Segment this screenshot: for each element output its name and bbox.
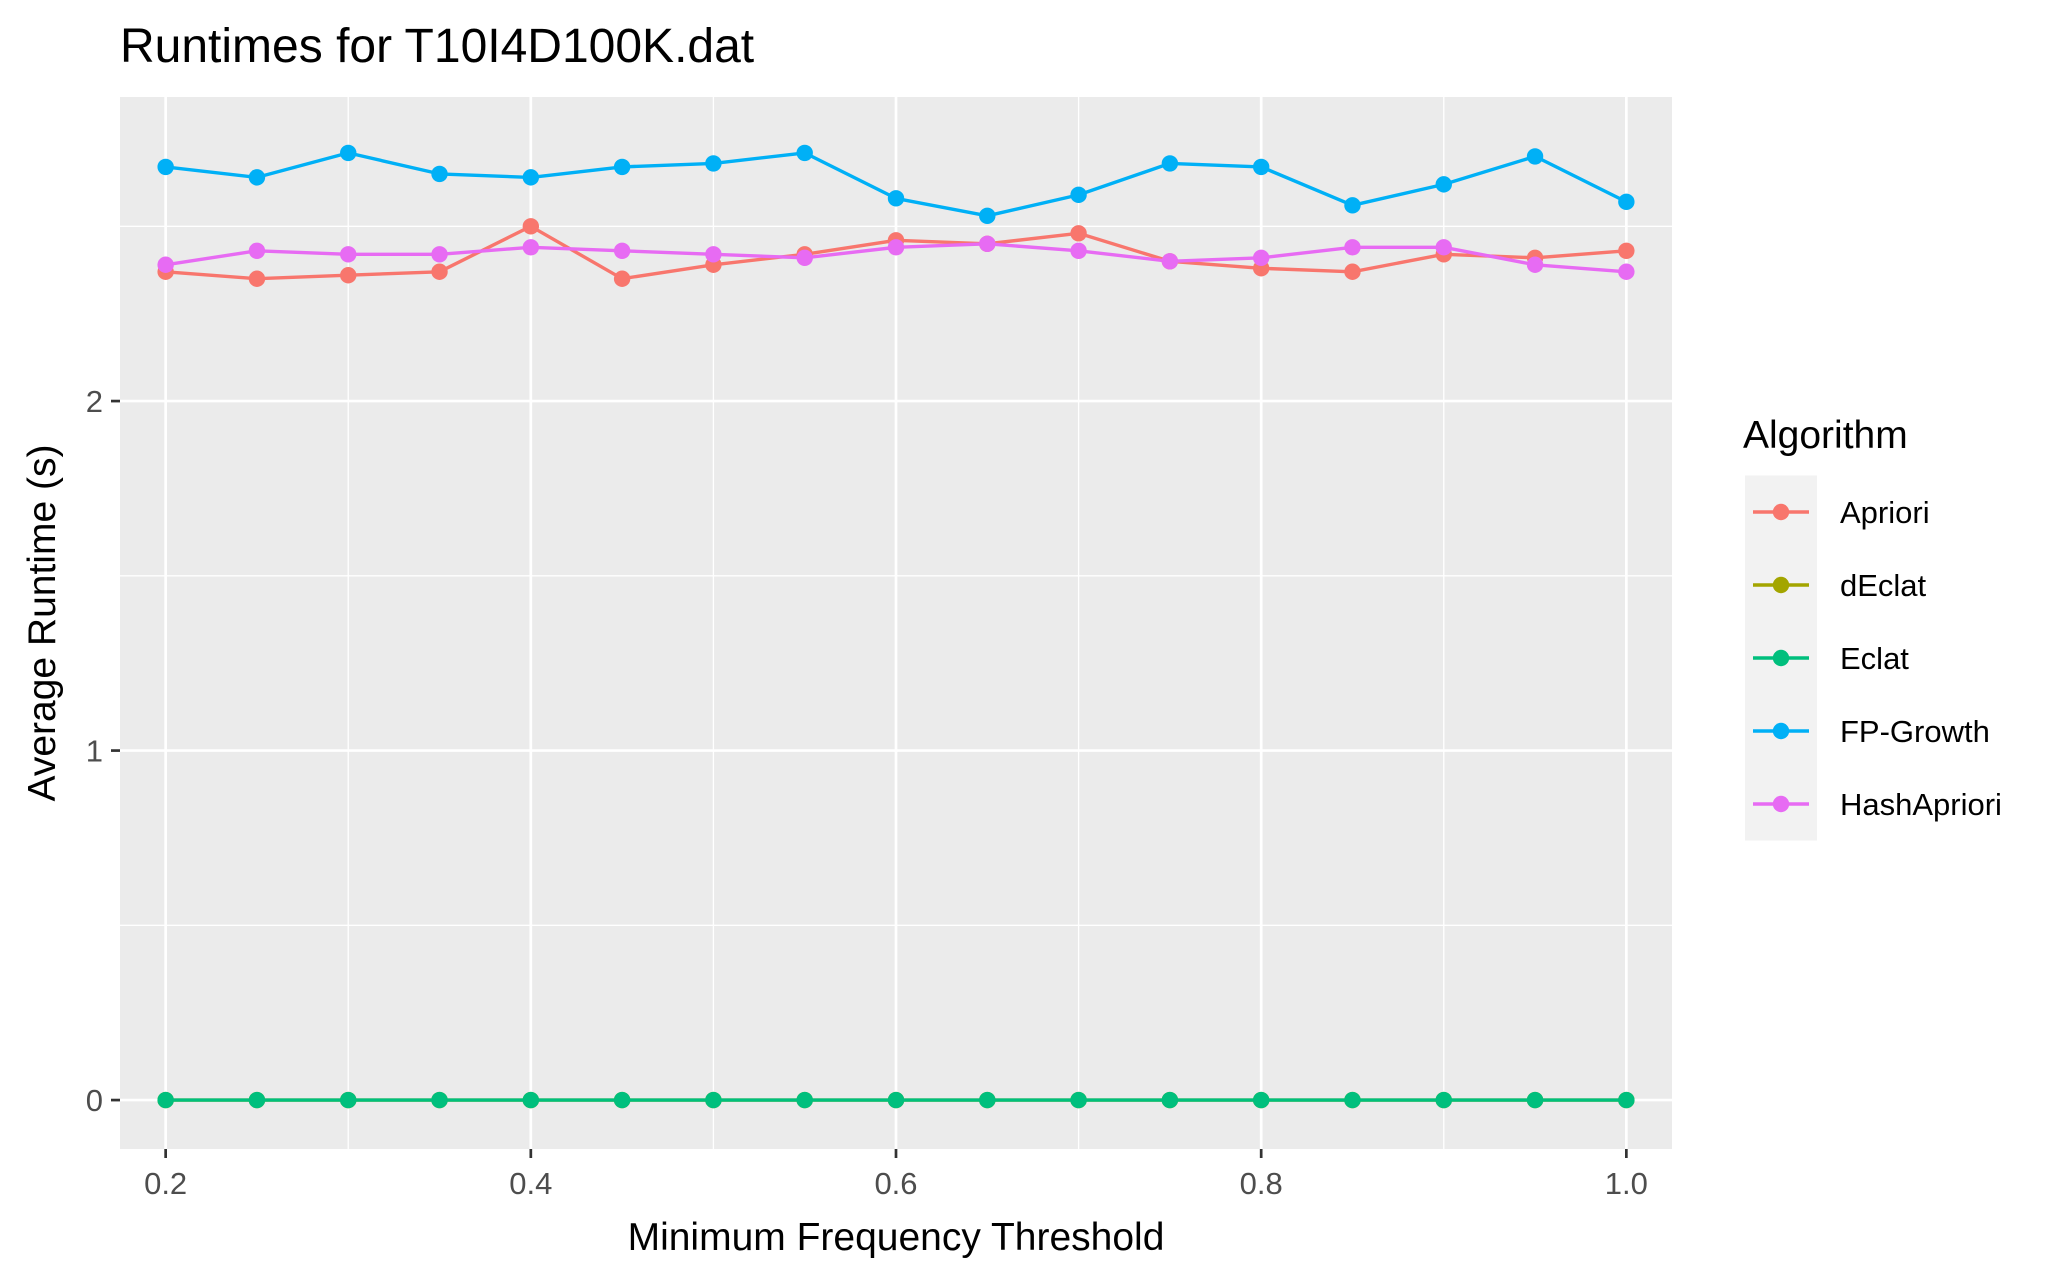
series-fp-growth <box>157 144 1635 225</box>
data-point-eclat <box>1161 1091 1179 1109</box>
y-tick-label: 0 <box>86 1083 103 1118</box>
data-point-hashapriori <box>431 246 448 263</box>
data-point-fp-growth <box>1344 197 1361 214</box>
data-point-eclat <box>887 1091 905 1109</box>
data-point-eclat <box>613 1091 631 1109</box>
data-point-hashapriori <box>157 256 174 273</box>
data-point-fp-growth <box>1252 158 1270 176</box>
data-point-fp-growth <box>979 207 996 225</box>
legend-title: Algorithm <box>1743 414 1908 457</box>
data-point-eclat <box>1252 1091 1270 1109</box>
data-point-eclat <box>340 1091 357 1109</box>
data-point-fp-growth <box>431 165 448 183</box>
data-point-apriori <box>431 263 448 280</box>
x-axis-title: Minimum Frequency Threshold <box>628 1216 1165 1259</box>
series-hashapriori <box>157 235 1635 280</box>
data-point-fp-growth <box>1161 155 1179 172</box>
x-tick-label: 0.2 <box>144 1166 187 1201</box>
legend-key-point <box>1772 576 1790 594</box>
legend-key-point <box>1772 795 1790 813</box>
legend-item-eclat: Eclat <box>1745 621 1909 695</box>
x-tick-label: 0.6 <box>874 1166 917 1201</box>
data-point-fp-growth <box>157 158 174 176</box>
x-tick-label: 0.4 <box>509 1166 552 1201</box>
data-point-eclat <box>1070 1091 1087 1109</box>
data-point-fp-growth <box>522 169 540 186</box>
data-point-fp-growth <box>796 144 813 162</box>
x-tick-label: 1.0 <box>1605 1166 1648 1201</box>
data-point-fp-growth <box>248 169 266 186</box>
data-point-fp-growth <box>1435 176 1452 193</box>
legend-item-declat: dEclat <box>1745 548 1927 622</box>
data-point-hashapriori <box>340 246 357 263</box>
data-point-hashapriori <box>613 242 631 259</box>
legend-key-point <box>1772 722 1790 740</box>
chart-title: Runtimes for T10I4D100K.dat <box>120 20 754 73</box>
data-point-fp-growth <box>887 190 905 207</box>
legend: Algorithm Apriori dEclat Eclat FP-Growth Has… <box>1743 414 2002 841</box>
data-point-eclat <box>1435 1091 1452 1109</box>
data-point-apriori <box>1618 242 1635 259</box>
data-point-eclat <box>522 1091 540 1109</box>
data-point-hashapriori <box>248 242 266 259</box>
data-point-eclat <box>705 1091 722 1109</box>
data-point-eclat <box>796 1091 813 1109</box>
data-point-fp-growth <box>705 155 722 172</box>
data-point-apriori <box>522 218 540 235</box>
data-point-hashapriori <box>796 249 813 266</box>
data-point-hashapriori <box>1435 239 1452 256</box>
data-point-fp-growth <box>1070 186 1087 204</box>
data-point-hashapriori <box>1252 249 1270 266</box>
legend-item-apriori: Apriori <box>1745 475 1930 549</box>
series-eclat <box>157 1091 1635 1109</box>
legend-label: dEclat <box>1840 568 1927 603</box>
legend-key-point <box>1772 649 1790 667</box>
y-axis-title: Average Runtime (s) <box>21 445 64 802</box>
y-tick-label: 2 <box>86 384 103 419</box>
data-point-eclat <box>979 1091 996 1109</box>
data-point-hashapriori <box>522 239 540 256</box>
data-point-eclat <box>431 1091 448 1109</box>
plot-panel <box>120 97 1672 1149</box>
data-point-hashapriori <box>1618 263 1635 280</box>
y-axis: 0 1 2 <box>86 384 120 1118</box>
data-point-hashapriori <box>705 246 722 263</box>
data-point-fp-growth <box>613 158 631 176</box>
data-point-eclat <box>157 1091 174 1109</box>
data-point-hashapriori <box>1344 239 1361 256</box>
data-point-eclat <box>1526 1091 1544 1109</box>
series-layer <box>157 144 1635 1109</box>
data-point-hashapriori <box>1161 253 1179 270</box>
x-tick-label: 0.8 <box>1240 1166 1283 1201</box>
legend-item-fp-growth: FP-Growth <box>1745 694 1990 768</box>
x-axis: 0.2 0.4 0.6 0.8 1.0 <box>144 1149 1648 1201</box>
data-point-apriori <box>248 270 266 287</box>
data-point-eclat <box>248 1091 266 1109</box>
data-point-apriori <box>613 270 631 287</box>
data-point-hashapriori <box>887 239 905 256</box>
data-point-fp-growth <box>340 144 357 162</box>
data-point-hashapriori <box>979 235 996 252</box>
legend-key-point <box>1772 503 1790 521</box>
legend-label: Eclat <box>1840 641 1909 676</box>
data-point-hashapriori <box>1526 256 1544 273</box>
data-point-hashapriori <box>1070 242 1087 259</box>
y-tick-label: 1 <box>86 734 103 769</box>
legend-item-hashapriori: HashApriori <box>1745 767 2002 841</box>
data-point-eclat <box>1344 1091 1361 1109</box>
data-point-apriori <box>340 267 357 284</box>
data-point-eclat <box>1618 1091 1635 1109</box>
data-point-apriori <box>1070 225 1087 242</box>
data-point-apriori <box>1344 263 1361 280</box>
legend-label: Apriori <box>1840 495 1930 530</box>
data-point-fp-growth <box>1618 193 1635 211</box>
legend-label: HashApriori <box>1840 787 2002 822</box>
data-point-fp-growth <box>1526 148 1544 165</box>
legend-label: FP-Growth <box>1840 714 1990 749</box>
